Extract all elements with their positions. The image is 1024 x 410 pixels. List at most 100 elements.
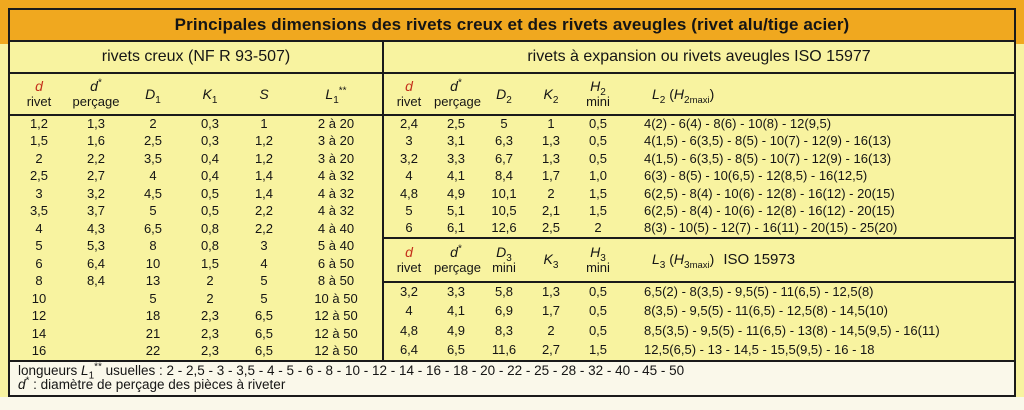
- table-cell: 5: [260, 290, 268, 306]
- table-cell: 1,4: [254, 168, 274, 184]
- col-header-D1: D1: [124, 74, 182, 116]
- table-cell: 1: [260, 116, 268, 132]
- table-cell: 8(3) - 10(5) - 12(7) - 16(11) - 20(15) -…: [644, 220, 898, 236]
- table-cell: 3 à 20: [317, 133, 355, 149]
- table-cell: 1,3: [541, 150, 561, 166]
- table-cell: 12: [31, 308, 47, 324]
- table-cell: 6,4: [399, 342, 419, 358]
- table-cell: 1,7: [541, 303, 561, 319]
- footer-lengths-list: usuelles : 2 - 2,5 - 3 - 3,5 - 4 - 5 - 6…: [101, 363, 685, 378]
- table-row: 3,2 3,3 5,8 1,3 0,5 6,5(2) - 8(3,5) - 9,5(5) …: [384, 282, 1014, 302]
- L1-symbol: L: [325, 85, 334, 102]
- col-header-d-rivet: d rivet: [10, 74, 68, 116]
- table-cell: 5: [149, 290, 157, 306]
- table-cell: 5,3: [86, 238, 106, 254]
- rivets-aveugles-section: rivets à expansion ou rivets aveugles IS…: [382, 42, 1014, 360]
- footer-dstar-definition: d* : diamètre de perçage des pièces à ri…: [18, 376, 1006, 392]
- table-cell: 10,5: [491, 203, 517, 219]
- subheader-row: d rivet d* perçage D3 mini K3: [384, 236, 1014, 283]
- D1-subscript: 1: [155, 94, 161, 106]
- K2-symbol: K: [543, 85, 553, 102]
- table-cell: 0,5: [588, 283, 608, 299]
- table-cell: 5: [149, 203, 157, 219]
- H2maxi-subscript: 2: [684, 94, 690, 106]
- table-cell: 0,5: [588, 303, 608, 319]
- table-cell: 0,5: [588, 150, 608, 166]
- table-cell: 1,3: [86, 116, 106, 132]
- rivets-aveugles-table: d rivet d* perçage D2 K2: [384, 74, 1014, 360]
- col-header-d-percage: d* perçage: [68, 74, 124, 116]
- table-cell: 4 à 32: [317, 185, 355, 201]
- table-cell: 13: [145, 273, 161, 289]
- table-cell: [68, 325, 124, 343]
- table-row: 1,5 1,6 2,5 0,3 1,2 3 à 20: [10, 133, 382, 151]
- col-header-d-rivet: d rivet: [384, 74, 434, 116]
- D3-symbol: D: [496, 243, 507, 260]
- K2-subscript: 2: [552, 94, 559, 106]
- rivets-creux-column-headers: d rivet d* perçage D1 K1: [10, 74, 382, 116]
- d-symbol: d: [405, 78, 413, 95]
- table-cell: 1,7: [541, 168, 561, 184]
- D3-subscript: 3: [506, 252, 512, 264]
- table-cell: 8,4: [494, 168, 514, 184]
- table-cell: 6,5: [143, 220, 163, 236]
- table-cell: 6,5: [446, 342, 466, 358]
- table-cell: 8 à 50: [317, 273, 355, 289]
- K1-subscript: 1: [211, 94, 218, 106]
- table-cell: 4,8: [399, 322, 419, 338]
- table-cell: 5: [35, 238, 43, 254]
- col-header-H3-mini: H3 mini: [572, 236, 624, 283]
- table-cell: 2,3: [200, 343, 220, 359]
- table-cell: 5: [405, 203, 413, 219]
- table-cell: 16: [31, 343, 47, 359]
- table-cell: 4 à 32: [317, 203, 355, 219]
- d-symbol: d: [35, 78, 43, 95]
- table-cell: 2,1: [541, 203, 561, 219]
- rivets-creux-table: d rivet d* perçage D1 K1: [10, 74, 382, 360]
- table-cell: 12 à 50: [314, 308, 358, 324]
- table-cell: 2: [547, 322, 555, 338]
- footer-usual-lengths: longueurs L1** usuelles : 2 - 2,5 - 3 - …: [18, 362, 1006, 381]
- table-row: 4 4,3 6,5 0,8 2,2 4 à 40: [10, 220, 382, 238]
- footer-dstar-text: : diamètre de perçage des pièces à rivet…: [29, 377, 286, 392]
- table-cell: 4 à 40: [317, 220, 355, 236]
- footer-lengths-word: longueurs: [18, 363, 82, 378]
- L2-paren-open: (: [665, 85, 674, 102]
- d-label: rivet: [26, 94, 52, 109]
- table-cell: 3,1: [446, 133, 466, 149]
- table-row: 2 2,2 3,5 0,4 1,2 3 à 20: [10, 150, 382, 168]
- table-cell: 0,3: [200, 116, 220, 132]
- table-cell: 0,5: [588, 133, 608, 149]
- table-cell: 2,2: [254, 203, 274, 219]
- table-cell: 5 à 40: [317, 238, 355, 254]
- table-cell: 4: [35, 220, 43, 236]
- table-cell: 3 à 20: [317, 150, 355, 166]
- K1-symbol: K: [202, 85, 212, 102]
- d-label: rivet: [396, 94, 422, 109]
- table-cell: 22: [145, 343, 161, 359]
- table-cell: 0,8: [200, 220, 220, 236]
- rivets-creux-rows: 1,2 1,3 2 0,3 1 2 à 20 1,5 1,6 2,5 0,3 1,2 3 à 20 2 2…: [10, 115, 382, 360]
- table-cell: 8(3,5) - 9,5(5) - 11(6,5) - 12,5(8) - 14…: [644, 303, 888, 319]
- table-cell: 6: [405, 220, 413, 236]
- D1-symbol: D: [145, 85, 156, 102]
- table-cell: 1,2: [254, 150, 274, 166]
- table-row: 14 21 2,3 6,5 12 à 50: [10, 325, 382, 343]
- table-cell: 2: [149, 116, 157, 132]
- table-cell: 3: [405, 133, 413, 149]
- table-cell: 2 à 20: [317, 116, 355, 132]
- H3-maxi-label: maxi: [689, 259, 710, 271]
- table-cell: 1,5: [588, 203, 608, 219]
- dstar-label: perçage: [72, 94, 120, 109]
- table-cell: 1,3: [541, 133, 561, 149]
- table-cell: 6,7: [494, 150, 514, 166]
- col-header-d-percage: d* perçage: [434, 236, 481, 283]
- rivets-creux-section: rivets creux (NF R 93-507) d rivet d*: [10, 42, 382, 360]
- table-cell: 0,5: [588, 322, 608, 338]
- table-row: 3 3,1 6,3 1,3 0,5 4(1,5) - 6(3,5) - 8(5) - 10…: [384, 133, 1014, 151]
- dstar-symbol: d: [450, 78, 458, 95]
- table-cell: 4: [149, 168, 157, 184]
- table-cell: 12,5(6,5) - 13 - 14,5 - 15,5(9,5) - 16 -…: [644, 342, 875, 358]
- table-cell: 2: [594, 220, 602, 236]
- table-cell: 6(3) - 8(5) - 10(6,5) - 12(8,5) - 16(12,…: [644, 168, 868, 184]
